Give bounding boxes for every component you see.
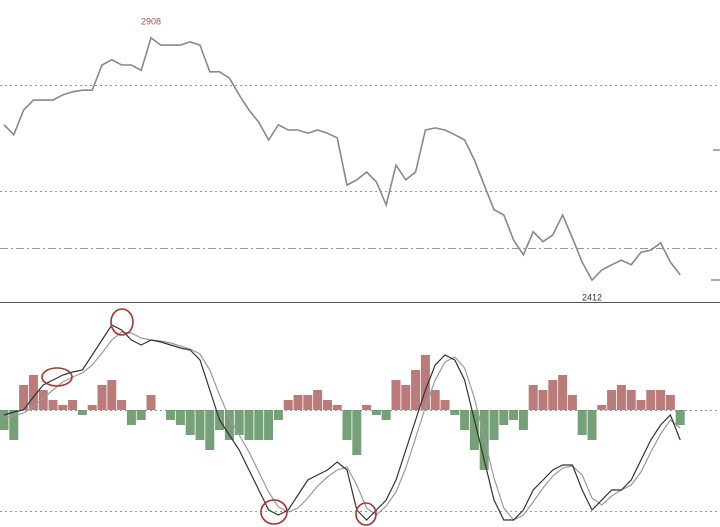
macd-bar bbox=[548, 380, 558, 410]
macd-bar bbox=[244, 410, 254, 440]
macd-bar bbox=[107, 380, 117, 410]
macd-bar bbox=[205, 410, 215, 450]
macd-bar bbox=[362, 405, 372, 410]
macd-bar bbox=[518, 410, 528, 430]
macd-bar bbox=[136, 410, 146, 420]
macd-bar bbox=[58, 405, 68, 410]
macd-bar bbox=[146, 395, 156, 410]
macd-bar bbox=[0, 410, 9, 430]
macd-bar bbox=[450, 410, 460, 415]
macd-bar bbox=[460, 410, 470, 430]
macd-bar bbox=[656, 390, 666, 410]
macd-bar bbox=[342, 410, 352, 440]
macd-bar bbox=[616, 385, 626, 410]
macd-bar bbox=[19, 385, 29, 410]
macd-bar bbox=[195, 410, 205, 440]
macd-bar bbox=[166, 410, 176, 420]
macd-bar bbox=[87, 405, 97, 410]
macd-bar bbox=[577, 410, 587, 435]
macd-bar bbox=[440, 400, 450, 410]
macd-bar bbox=[587, 410, 597, 440]
macd-bar bbox=[636, 400, 646, 410]
macd-bar bbox=[626, 390, 636, 410]
macd-bar bbox=[391, 380, 401, 410]
highlight-circle bbox=[355, 502, 377, 526]
highlight-circle bbox=[41, 367, 73, 387]
macd-bar bbox=[332, 405, 342, 410]
macd-bar bbox=[185, 410, 195, 435]
macd-bar bbox=[28, 375, 38, 410]
price-annotation: 2908 bbox=[141, 16, 161, 26]
macd-bar bbox=[97, 385, 107, 410]
macd-bar bbox=[126, 410, 136, 425]
macd-bar bbox=[283, 400, 293, 410]
macd-bar bbox=[538, 390, 548, 410]
price-annotation: 2412 bbox=[582, 292, 602, 302]
macd-bar bbox=[401, 385, 411, 410]
macd-bar bbox=[411, 370, 421, 410]
macd-bar bbox=[371, 410, 381, 415]
macd-bar bbox=[117, 400, 127, 410]
macd-bar bbox=[558, 375, 568, 410]
macd-bar bbox=[646, 390, 656, 410]
macd-bar bbox=[489, 410, 499, 440]
macd-bar bbox=[597, 405, 607, 410]
macd-bar bbox=[9, 410, 19, 440]
macd-bar bbox=[528, 385, 538, 410]
macd-bar bbox=[254, 410, 264, 440]
macd-bar bbox=[264, 410, 274, 440]
price-line bbox=[3, 36, 681, 282]
macd-bar bbox=[68, 400, 78, 410]
macd-bar bbox=[224, 410, 234, 440]
macd-bar bbox=[234, 410, 244, 435]
dif-line bbox=[3, 324, 681, 521]
macd-bar bbox=[273, 410, 283, 420]
macd-bar bbox=[499, 410, 509, 425]
highlight-circle bbox=[260, 499, 288, 525]
dea-line bbox=[3, 331, 681, 521]
macd-bar bbox=[293, 395, 303, 410]
macd-bar bbox=[381, 410, 391, 420]
macd-bar bbox=[313, 390, 323, 410]
macd-bar bbox=[607, 390, 617, 410]
macd-bar bbox=[675, 410, 685, 425]
macd-bar bbox=[77, 410, 87, 415]
macd-bar bbox=[352, 410, 362, 455]
macd-bar bbox=[469, 410, 479, 450]
macd-bar bbox=[303, 395, 313, 410]
macd-bar bbox=[175, 410, 185, 425]
macd-bar bbox=[48, 400, 58, 410]
highlight-circle bbox=[110, 308, 134, 336]
macd-bar bbox=[322, 400, 332, 410]
macd-bar bbox=[420, 355, 430, 410]
macd-bar bbox=[509, 410, 519, 420]
macd-bar bbox=[38, 390, 48, 410]
macd-bar bbox=[665, 395, 675, 410]
macd-bar bbox=[430, 390, 440, 410]
macd-bar bbox=[567, 395, 577, 410]
